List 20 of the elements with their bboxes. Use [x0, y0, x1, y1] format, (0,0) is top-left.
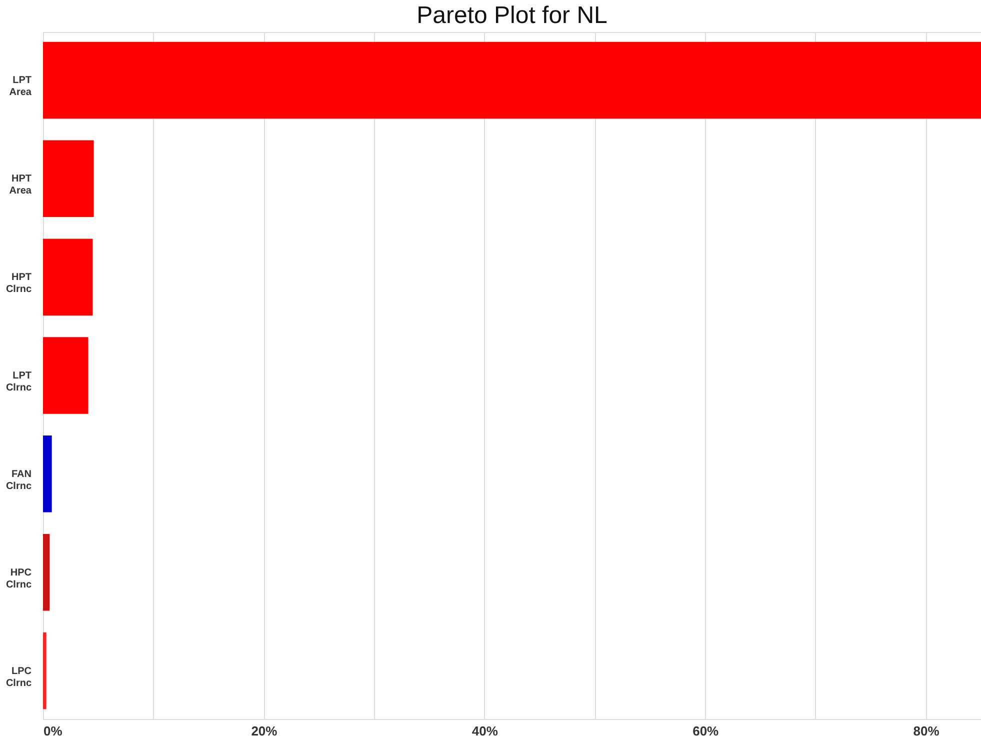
x-tick-label: 80% [913, 724, 940, 738]
y-tick-label: HPT Area [9, 174, 32, 197]
y-tick-label: LPC Clrnc [6, 666, 32, 689]
bar [43, 42, 981, 119]
x-tick-label: 20% [251, 724, 278, 738]
y-tick-label: HPC Clrnc [6, 567, 32, 590]
x-tick-label: 60% [692, 724, 720, 738]
bar [43, 436, 52, 512]
x-tick-label: 40% [472, 724, 498, 738]
y-tick-label: LPT Area [9, 75, 32, 98]
x-tick-label: 0% [44, 724, 63, 738]
y-tick-label: LPT Clrnc [6, 370, 32, 394]
bar [43, 632, 46, 710]
chart-title: Pareto Plot for NL [416, 2, 608, 29]
y-tick-label: HPT Clrnc [6, 272, 32, 296]
bar [43, 238, 93, 316]
bar [43, 534, 50, 611]
bar [43, 140, 94, 218]
y-tick-label: FAN Clrnc [6, 468, 32, 492]
bar [43, 337, 88, 414]
